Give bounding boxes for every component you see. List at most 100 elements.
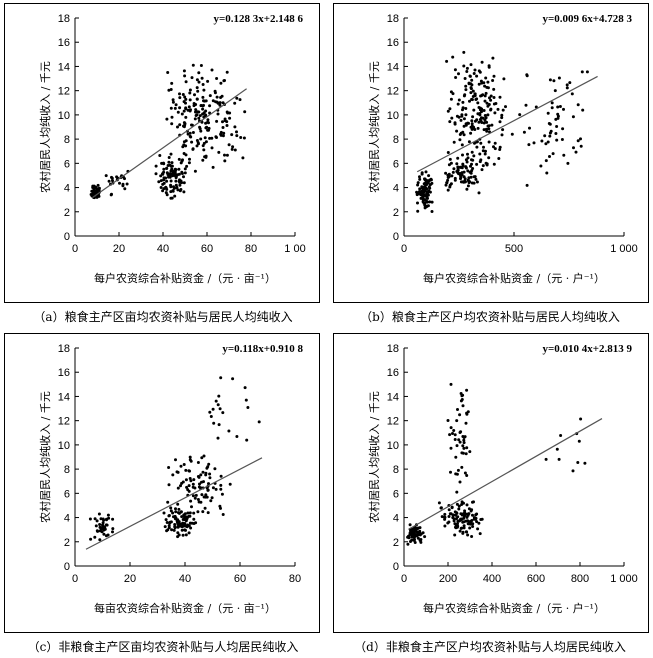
data-point (465, 474, 469, 477)
data-point (204, 155, 208, 159)
data-point (426, 204, 430, 208)
data-point (487, 140, 491, 144)
data-point (170, 161, 174, 165)
data-point (216, 436, 220, 440)
data-point (246, 406, 250, 409)
data-point (475, 162, 479, 166)
data-point (473, 175, 477, 179)
data-point (408, 523, 412, 527)
data-point (195, 78, 199, 82)
data-point (465, 187, 469, 191)
data-point (242, 136, 246, 140)
data-point (191, 131, 195, 134)
data-point (201, 510, 205, 514)
caption-a: （a）粮食主产区亩均农资补贴与居民人均纯收入 (33, 310, 293, 324)
data-point (455, 517, 458, 521)
x-tick-label: 40 (157, 243, 169, 255)
y-tick-label: 8 (64, 464, 70, 476)
data-point (501, 108, 505, 112)
chart-panel-d: 0 2 4 6 8 10 12 14 16 18 0 200 400 600 800 1 000 每户农资综合补… (333, 333, 649, 633)
data-point (179, 161, 183, 165)
data-point (219, 376, 223, 380)
data-point (97, 194, 101, 198)
data-point (103, 527, 107, 531)
data-point (448, 433, 452, 437)
data-point (470, 181, 474, 185)
data-point (423, 181, 427, 185)
y-tick-label: 18 (58, 13, 70, 25)
data-point (470, 127, 474, 131)
data-point (199, 473, 203, 477)
data-point (471, 115, 475, 119)
data-point (462, 516, 466, 520)
data-point (446, 419, 450, 422)
data-point (185, 485, 189, 489)
data-point (490, 123, 494, 127)
x-tick-label: 0 (72, 573, 78, 585)
data-point (192, 478, 196, 482)
data-point (184, 80, 188, 84)
data-point (243, 110, 247, 114)
data-point (487, 156, 491, 160)
data-point (465, 66, 469, 70)
data-point (221, 134, 225, 138)
data-point (199, 500, 203, 504)
data-point (221, 513, 225, 516)
data-point (500, 116, 504, 120)
y-tick-label: 4 (393, 513, 399, 525)
data-point (217, 150, 221, 154)
data-point (464, 122, 468, 126)
data-point (483, 99, 487, 103)
data-point (182, 181, 186, 185)
data-point (173, 523, 177, 526)
data-point (466, 152, 469, 156)
data-point (194, 110, 197, 114)
data-point (416, 209, 420, 213)
y-tick-label: 6 (64, 158, 70, 170)
data-point (416, 201, 419, 205)
data-point (165, 529, 169, 533)
data-point (233, 148, 237, 152)
data-point (455, 419, 459, 423)
data-point (158, 154, 162, 157)
data-point (468, 450, 472, 454)
data-point (188, 455, 192, 459)
x-axis-label: 每户农资综合补贴资金 /（元 · 户⁻¹） (423, 271, 605, 285)
data-point (527, 143, 531, 147)
data-point (188, 98, 192, 102)
data-point (518, 113, 522, 117)
data-point (476, 527, 480, 531)
data-point (557, 457, 561, 461)
data-point (95, 529, 99, 533)
data-point (206, 511, 210, 515)
data-point (455, 129, 459, 133)
data-point (480, 116, 483, 120)
data-point (483, 84, 487, 88)
trend-line (85, 457, 263, 550)
data-point (464, 113, 468, 117)
data-point (461, 164, 465, 168)
trend-line (416, 75, 598, 173)
data-point (553, 89, 557, 93)
data-point (183, 522, 187, 525)
y-tick-label: 14 (387, 391, 399, 403)
data-point (480, 121, 484, 124)
data-point (235, 96, 239, 100)
y-tick-label: 12 (58, 416, 70, 428)
data-point (577, 439, 581, 443)
data-point (98, 538, 102, 542)
data-point (111, 517, 115, 521)
data-point (221, 411, 225, 415)
data-point (169, 520, 173, 524)
data-point (561, 127, 565, 131)
x-tick-label: 1 000 (610, 243, 638, 255)
data-point (196, 498, 200, 501)
data-point (576, 461, 580, 464)
data-point (230, 147, 234, 151)
data-point (462, 512, 465, 516)
data-point (207, 121, 210, 125)
data-point (209, 499, 213, 503)
data-point (462, 175, 466, 179)
data-point (554, 117, 558, 121)
data-point (182, 190, 186, 194)
